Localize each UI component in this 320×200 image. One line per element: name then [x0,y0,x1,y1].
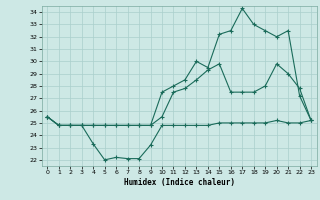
X-axis label: Humidex (Indice chaleur): Humidex (Indice chaleur) [124,178,235,187]
